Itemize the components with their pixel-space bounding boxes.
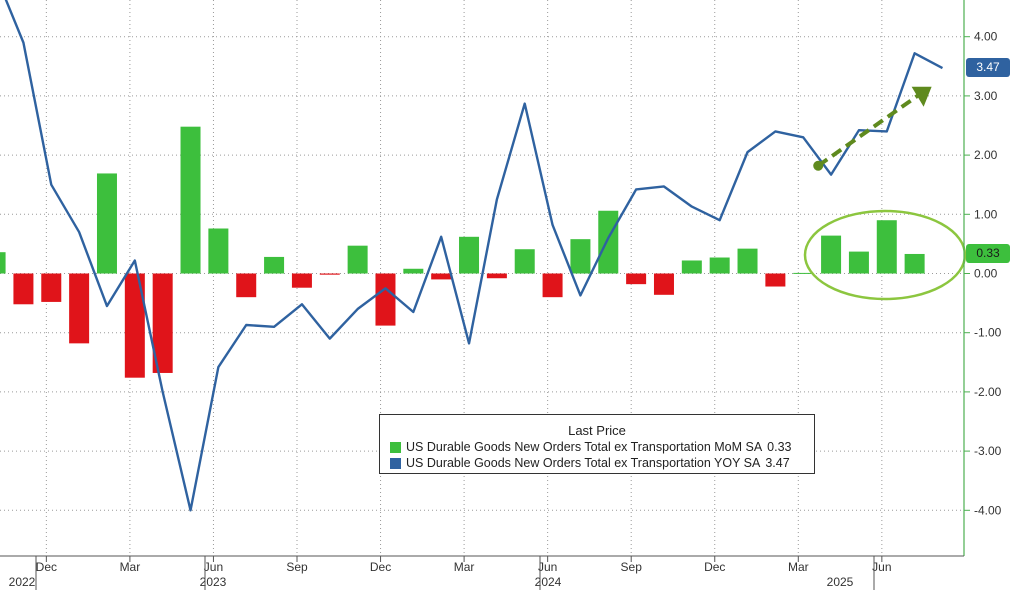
mom-bar	[486, 273, 507, 279]
x-tick-label: Jun	[538, 560, 557, 574]
legend-label-yoy: US Durable Goods New Orders Total ex Tra…	[406, 456, 761, 470]
x-tick-label: Dec	[36, 560, 57, 574]
x-tick-label: Mar	[788, 560, 809, 574]
mom-bar	[765, 273, 786, 287]
legend-swatch-mom	[390, 441, 401, 453]
mom-bar	[821, 235, 842, 274]
mom-bar	[0, 252, 6, 274]
mom-bar	[403, 268, 424, 274]
annotations	[803, 86, 967, 301]
x-tick-label: Sep	[286, 560, 308, 574]
last-value-badge-yoy: 3.47	[966, 58, 1010, 78]
legend-swatch-yoy	[390, 457, 401, 469]
mom-bar	[124, 273, 145, 378]
mom-bar	[375, 273, 396, 326]
highlight-ellipse	[803, 209, 967, 301]
legend-title: Last Price	[568, 423, 626, 438]
legend-value-mom: 0.33	[767, 440, 792, 454]
x-year-label: 2022	[9, 575, 36, 589]
mom-bar	[737, 248, 758, 274]
y-tick-label: -3.00	[974, 444, 1002, 458]
mom-bar	[291, 273, 312, 288]
mom-bar	[431, 273, 452, 280]
mom-bar	[904, 253, 925, 274]
y-tick-label: 1.00	[974, 207, 998, 221]
trend-arrow-head	[911, 86, 932, 107]
mom-bar	[570, 239, 591, 274]
x-tick-label: Mar	[454, 560, 475, 574]
x-tick-label: Dec	[370, 560, 391, 574]
mom-bar	[319, 273, 340, 275]
yoy-line-layer	[4, 0, 944, 512]
mom-bars	[0, 126, 925, 378]
y-tick-label: 0.00	[974, 267, 998, 281]
mom-bar	[626, 273, 647, 285]
mom-bar	[514, 249, 535, 274]
x-tick-label: Mar	[120, 560, 141, 574]
mom-bar	[848, 251, 869, 274]
x-tick-label: Dec	[704, 560, 725, 574]
mom-bar	[681, 260, 702, 274]
legend-item-yoy: US Durable Goods New Orders Total ex Tra…	[390, 455, 790, 471]
legend-item-mom: US Durable Goods New Orders Total ex Tra…	[390, 439, 792, 455]
legend-label-mom: US Durable Goods New Orders Total ex Tra…	[406, 440, 763, 454]
mom-bar	[180, 126, 201, 274]
mom-bar	[264, 256, 285, 274]
trend-arrow-shaft	[817, 94, 919, 168]
mom-bar	[208, 228, 229, 274]
mom-bar	[96, 173, 117, 274]
y-tick-label: 3.00	[974, 89, 998, 103]
y-tick-label: -4.00	[974, 503, 1002, 517]
x-year-label: 2025	[827, 575, 854, 589]
mom-bar	[598, 210, 619, 274]
mom-bar	[347, 245, 368, 274]
mom-bar	[876, 220, 897, 274]
mom-bar	[13, 273, 34, 305]
gridlines	[0, 0, 964, 556]
y-tick-label: -2.00	[974, 385, 1002, 399]
mom-bar	[542, 273, 563, 298]
mom-bar	[459, 236, 480, 274]
x-tick-label: Jun	[872, 560, 891, 574]
mom-bar	[653, 273, 674, 295]
legend: Last Price US Durable Goods New Orders T…	[379, 414, 815, 474]
x-tick-label: Jun	[204, 560, 223, 574]
x-tick-label: Sep	[621, 560, 643, 574]
mom-bar	[152, 273, 173, 373]
last-value-badge-mom: 0.33	[966, 243, 1010, 263]
x-year-label: 2023	[200, 575, 227, 589]
mom-bar	[793, 272, 814, 274]
mom-bar	[236, 273, 257, 298]
yoy-line	[4, 0, 944, 512]
legend-value-yoy: 3.47	[765, 456, 790, 470]
mom-bar	[69, 273, 90, 344]
mom-bar	[41, 273, 62, 302]
trend-arrow-start-dot	[813, 160, 824, 171]
y-tick-label: 4.00	[974, 30, 998, 44]
mom-bar	[709, 257, 730, 274]
y-tick-label: 2.00	[974, 148, 998, 162]
y-tick-label: -1.00	[974, 326, 1002, 340]
x-year-label: 2024	[535, 575, 562, 589]
